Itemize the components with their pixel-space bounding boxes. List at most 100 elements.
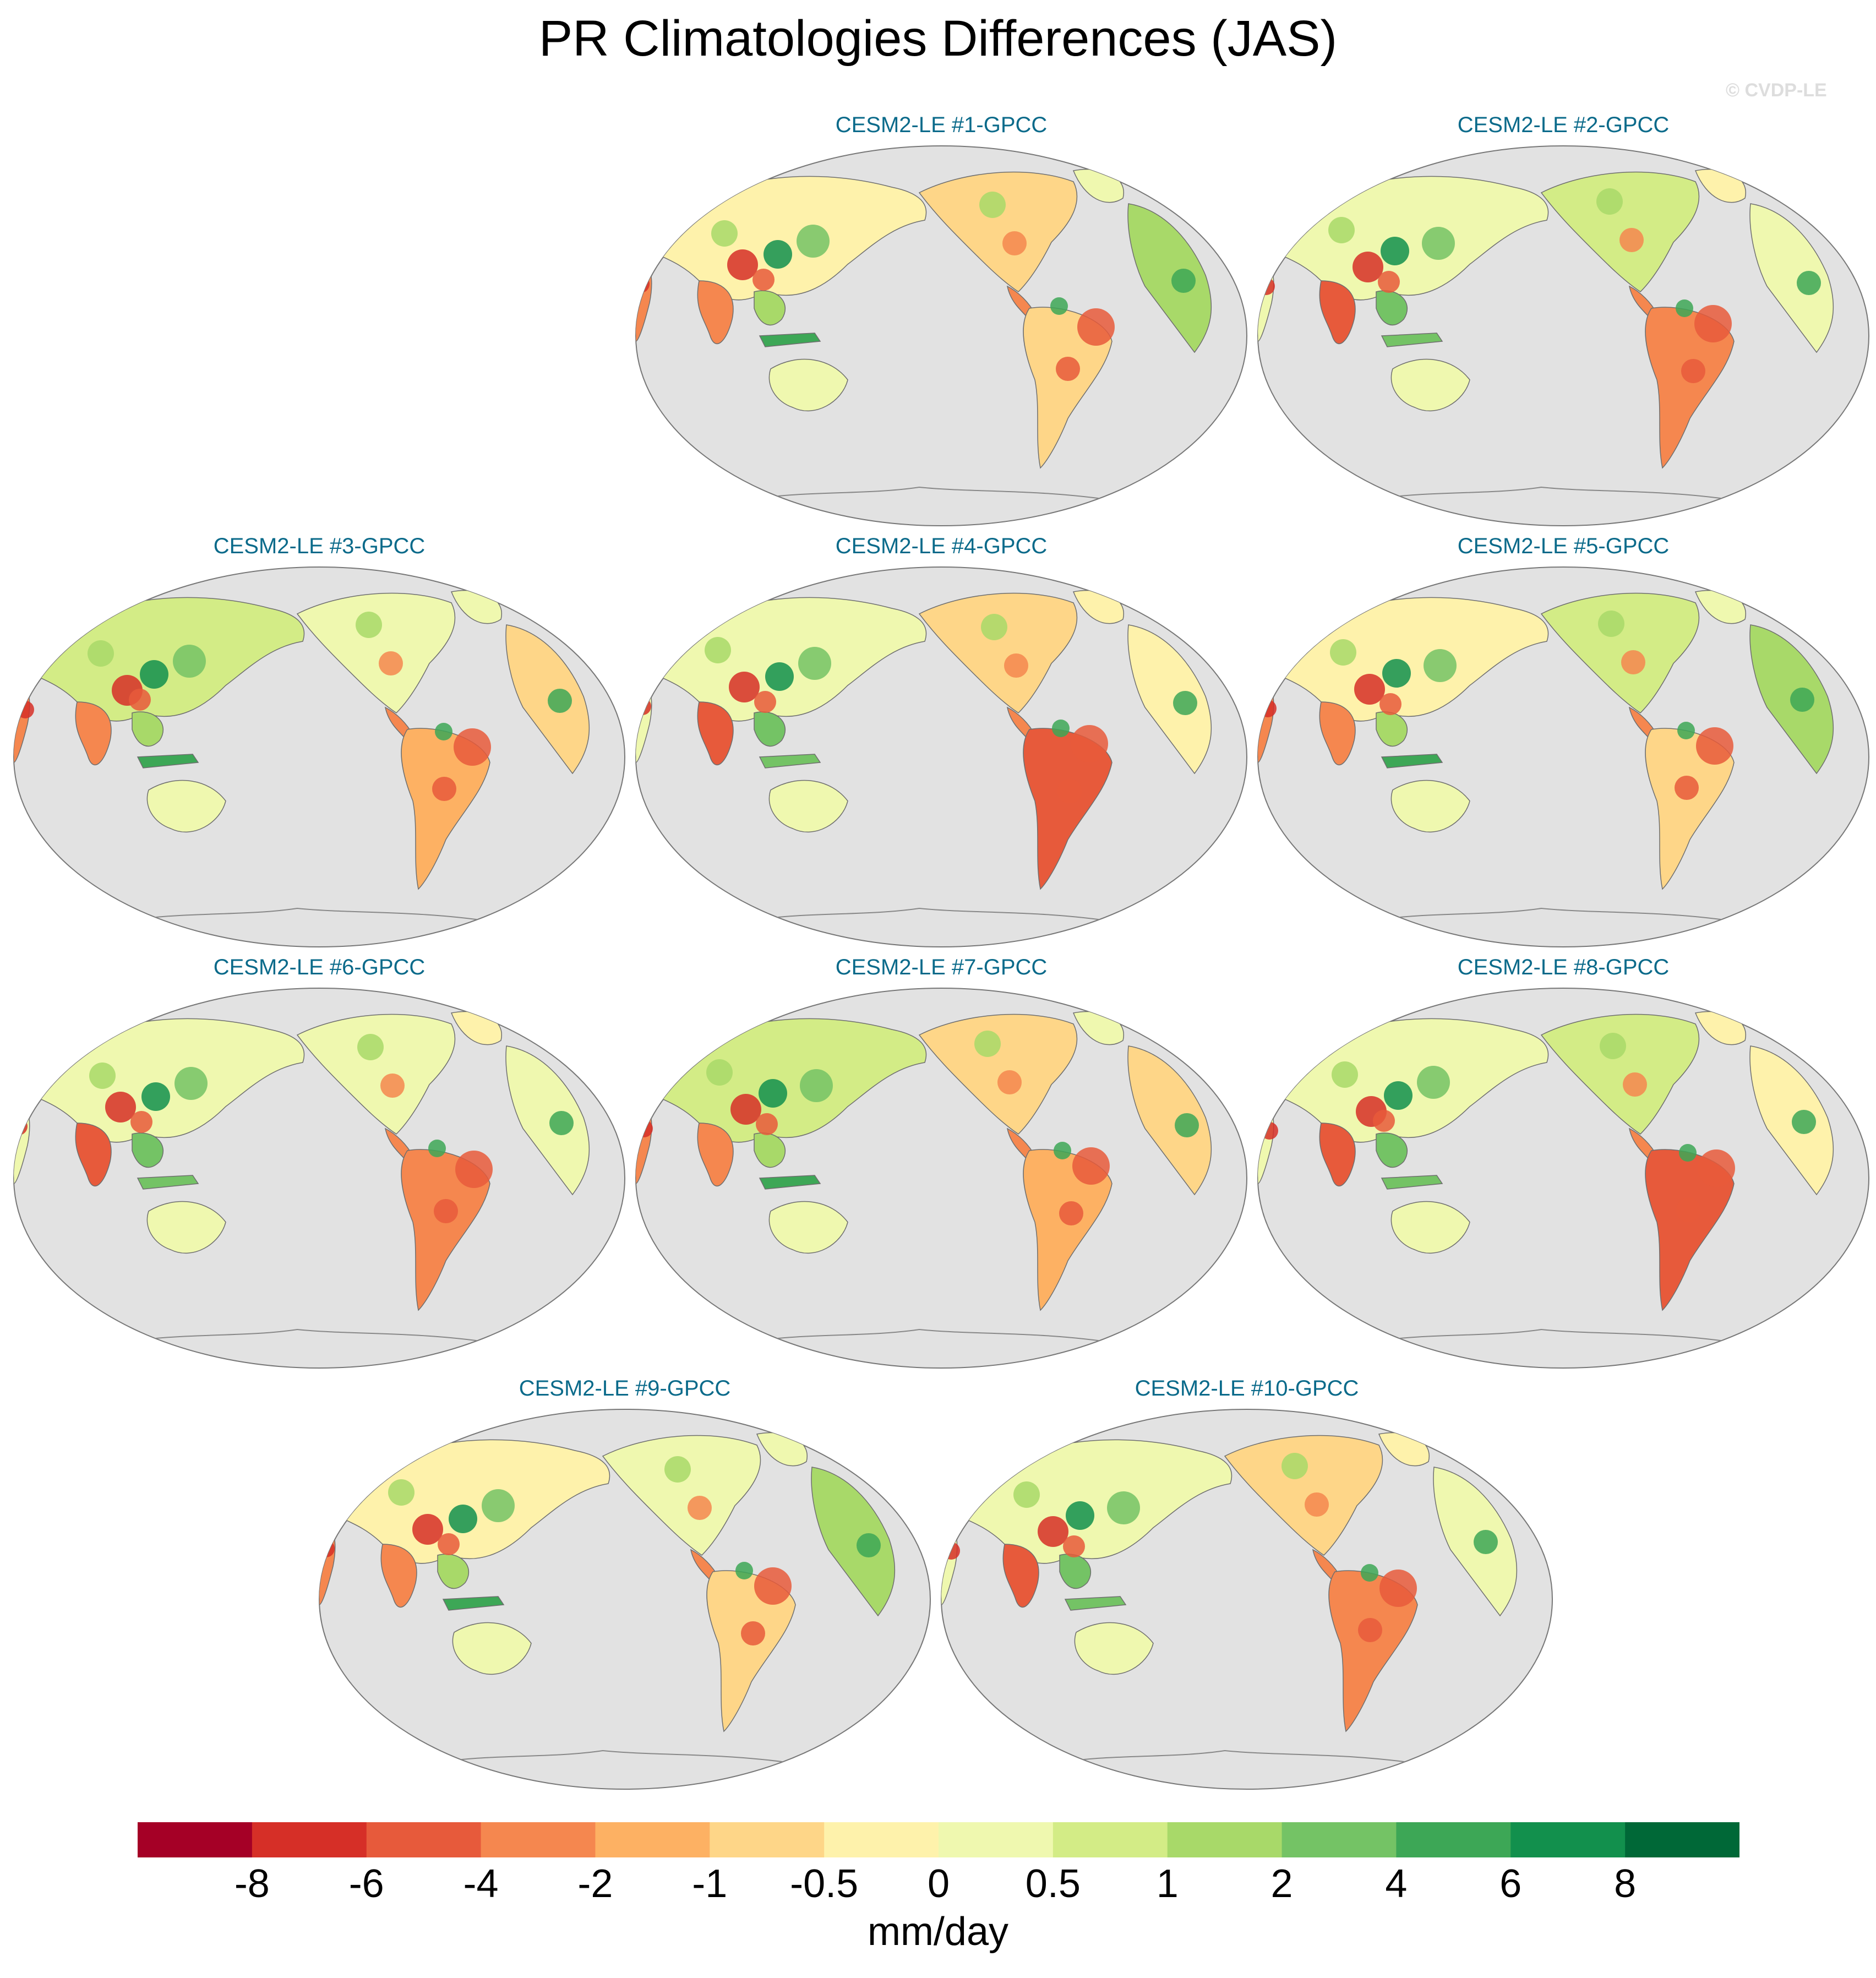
landmass-australia <box>146 1201 226 1254</box>
colorbar-tick-label: 4 <box>1385 1862 1407 1905</box>
watermark: © CVDP-LE <box>1726 80 1827 101</box>
anomaly-patch <box>1063 1535 1085 1557</box>
anomaly-patch <box>1382 659 1411 688</box>
anomaly-patch <box>706 1059 733 1086</box>
colorbar-swatch <box>939 1822 1054 1857</box>
anomaly-patch <box>1790 688 1814 712</box>
colorbar-swatch <box>366 1822 482 1857</box>
anomaly-patch <box>174 1067 208 1100</box>
map-panel-8: CESM2-LE #8-GPCC <box>1255 955 1872 1374</box>
landmass-southeast-asia <box>132 1132 163 1168</box>
antarctica-coastline <box>743 486 1118 502</box>
anomaly-patch <box>1378 271 1400 293</box>
anomaly-patch <box>105 1092 136 1122</box>
anomaly-patch <box>130 1111 152 1133</box>
landmass-india <box>380 1544 417 1608</box>
anomaly-patch <box>752 269 775 291</box>
panel-title: CESM2-LE #5-GPCC <box>1457 534 1670 558</box>
anomaly-patch <box>438 1533 460 1555</box>
landmass-india <box>1319 701 1356 766</box>
anomaly-patch <box>1059 1201 1083 1225</box>
landmass-north-america <box>1540 1013 1700 1135</box>
anomaly-patch <box>1258 277 1275 295</box>
anomaly-patch <box>1072 1147 1110 1185</box>
antarctica-coastline <box>743 1328 1118 1344</box>
landmass-southeast-asia <box>437 1554 469 1589</box>
colorbar-tick-label: -0.5 <box>790 1862 858 1905</box>
landmass-north-america <box>918 171 1078 292</box>
anomaly-patch <box>1330 639 1356 666</box>
map-panel-7: CESM2-LE #7-GPCC <box>633 955 1250 1374</box>
world-map <box>13 988 625 1369</box>
landmass-india <box>75 701 112 766</box>
anomaly-patch <box>1013 1481 1040 1508</box>
anomaly-patch <box>1696 727 1733 765</box>
anomaly-patch <box>730 1094 761 1125</box>
landmass-southeast-asia <box>1376 1132 1408 1168</box>
anomaly-patch <box>1797 271 1821 295</box>
anomaly-patch <box>759 1079 787 1108</box>
colorbar-swatch <box>481 1822 596 1857</box>
anomaly-patch <box>1281 1453 1308 1479</box>
colorbar-swatch <box>1167 1822 1283 1857</box>
landmass-indonesia <box>137 1175 199 1190</box>
landmass-north-america <box>602 1435 761 1556</box>
landmass-north-america <box>918 592 1078 713</box>
anomaly-patch <box>1379 693 1401 715</box>
colorbar-tick-label: 0 <box>928 1862 950 1905</box>
anomaly-patch <box>1107 1491 1140 1524</box>
anomaly-patch <box>754 1567 792 1605</box>
anomaly-patch <box>756 1113 778 1135</box>
map-panel-4: CESM2-LE #4-GPCC <box>633 534 1250 952</box>
colorbar-tick-label: 8 <box>1614 1862 1636 1905</box>
anomaly-patch <box>1057 779 1082 803</box>
anomaly-patch <box>729 672 760 702</box>
anomaly-patch <box>1623 1072 1647 1097</box>
anomaly-patch <box>1050 297 1068 315</box>
anomaly-patch <box>1353 252 1383 282</box>
landmass-north-america <box>918 1013 1078 1135</box>
anomaly-patch <box>765 662 794 691</box>
colorbar: -8 -6 -4 -2 -1 -0.5 0 0.5 1 2 4 6 8 <box>138 1822 1739 1905</box>
anomaly-patch <box>1676 1198 1700 1222</box>
anomaly-patch <box>1332 1061 1358 1088</box>
landmass-north-america <box>1540 171 1700 292</box>
colorbar-swatch <box>595 1822 710 1857</box>
landmass-africa-east <box>1749 1045 1834 1196</box>
anomaly-patch <box>1694 305 1732 342</box>
landmass-india <box>1319 280 1356 345</box>
landmass-indonesia <box>1381 1175 1443 1190</box>
colorbar-tick-label: -4 <box>463 1862 499 1905</box>
colorbar-swatch <box>1625 1822 1739 1857</box>
landmass-india <box>697 1122 734 1187</box>
colorbar-swatch <box>1281 1822 1397 1857</box>
anomaly-patch <box>1173 691 1197 715</box>
anomaly-patch <box>1052 720 1070 737</box>
antarctica-coastline <box>121 907 496 923</box>
colorbar-swatch <box>1052 1822 1168 1857</box>
anomaly-patch <box>1261 1122 1278 1140</box>
antarctica-coastline <box>1365 486 1740 502</box>
anomaly-patch <box>1621 650 1645 674</box>
anomaly-patch <box>1596 188 1623 215</box>
panel-title: CESM2-LE #1-GPCC <box>835 113 1048 137</box>
map-panel-3: CESM2-LE #3-GPCC <box>11 534 628 952</box>
panel-title: CESM2-LE #9-GPCC <box>519 1376 731 1401</box>
anomaly-patch <box>412 1514 443 1545</box>
colorbar-tick-label: 0.5 <box>1026 1862 1081 1905</box>
anomaly-patch <box>974 1031 1001 1057</box>
anomaly-patch <box>141 1082 170 1111</box>
map-panel-9: CESM2-LE #9-GPCC <box>317 1376 933 1795</box>
anomaly-patch <box>482 1489 515 1522</box>
colorbar-swatch <box>710 1822 825 1857</box>
colorbar-swatch <box>1510 1822 1626 1857</box>
anomaly-patch <box>388 1479 415 1506</box>
colorbar-tick-label: 6 <box>1499 1862 1521 1905</box>
anomaly-patch <box>1002 231 1027 255</box>
anomaly-patch <box>705 637 731 663</box>
anomaly-patch <box>1675 776 1699 800</box>
anomaly-patch <box>1175 1113 1199 1137</box>
landmass-africa-east <box>1127 203 1212 353</box>
anomaly-patch <box>764 240 792 269</box>
anomaly-patch <box>1619 228 1644 252</box>
